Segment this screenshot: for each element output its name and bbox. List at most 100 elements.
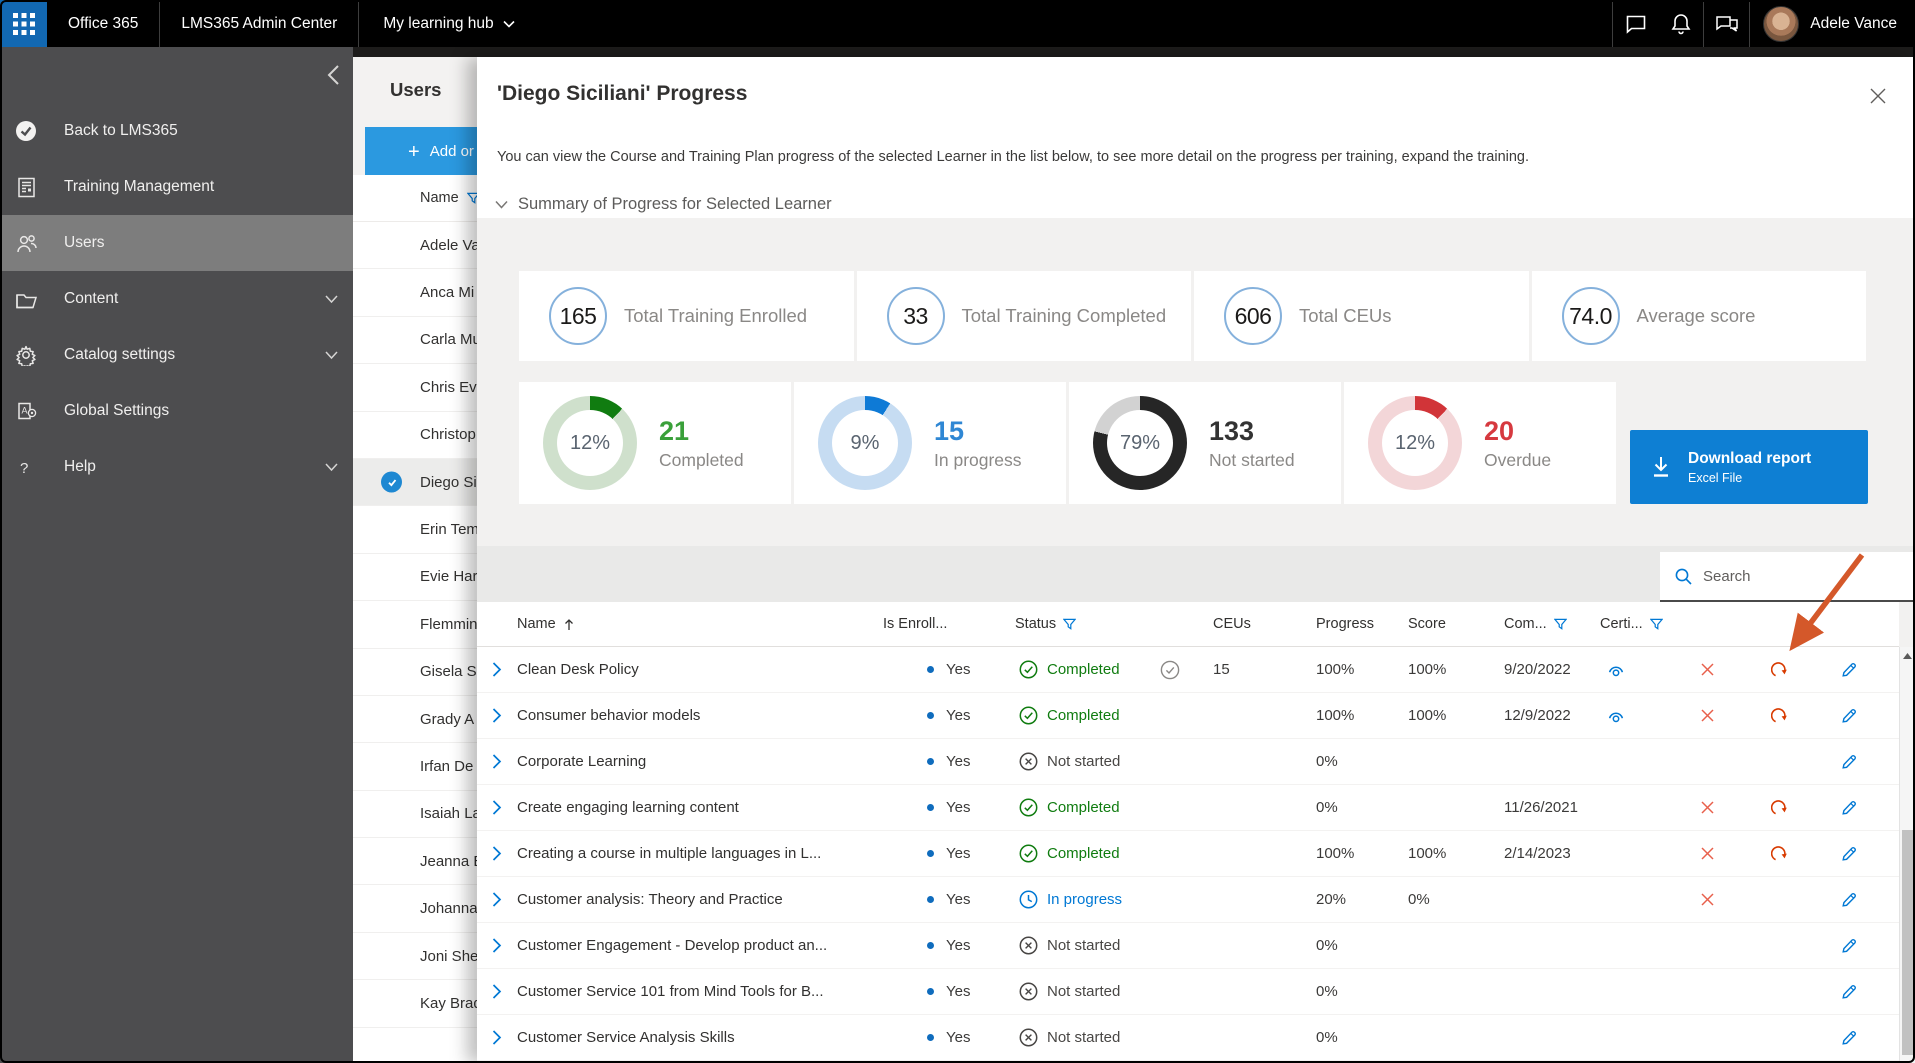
- notifications-button[interactable]: [1658, 0, 1703, 47]
- column-header-score[interactable]: Score: [1408, 616, 1446, 632]
- certificate-cell[interactable]: [1595, 708, 1670, 724]
- edit-button[interactable]: [1815, 707, 1882, 725]
- donut-percent: 12%: [569, 431, 611, 454]
- table-row[interactable]: Clean Desk Policy Yes Completed 15 100% …: [477, 647, 1899, 693]
- enrolled-dot-icon: [927, 804, 934, 811]
- column-header-ceus[interactable]: CEUs: [1213, 616, 1251, 632]
- reset-progress-button[interactable]: [1745, 845, 1815, 863]
- progress-cell: 100%: [1316, 845, 1355, 862]
- sidebar-collapse-button[interactable]: [327, 64, 340, 86]
- column-header-progress[interactable]: Progress: [1316, 616, 1375, 632]
- my-learning-hub-dropdown[interactable]: My learning hub: [359, 15, 538, 33]
- extra-check-icon: [1160, 660, 1180, 679]
- user-name-label: Gisela Sl: [420, 663, 481, 681]
- remove-enrollment-button[interactable]: [1670, 662, 1745, 677]
- row-expand-button[interactable]: [477, 662, 517, 677]
- download-report-button[interactable]: Download report Excel File: [1630, 430, 1868, 504]
- user-name-label: Erin Tem: [420, 521, 479, 539]
- status-cell: Completed: [1005, 798, 1145, 817]
- edit-button[interactable]: [1815, 753, 1882, 771]
- sidebar-item-users[interactable]: Users: [0, 215, 353, 271]
- table-row[interactable]: Consumer behavior models Yes Completed 1…: [477, 693, 1899, 739]
- funnel-icon: [1553, 618, 1567, 630]
- scrollbar-thumb[interactable]: [1902, 830, 1913, 1055]
- remove-enrollment-button[interactable]: [1670, 846, 1745, 861]
- table-row[interactable]: Corporate Learning Yes Not started 0%: [477, 739, 1899, 785]
- user-avatar[interactable]: [1763, 5, 1800, 42]
- feedback-button[interactable]: [1704, 0, 1749, 47]
- column-header-certificates[interactable]: Certi...: [1595, 616, 1670, 632]
- progress-cell: 0%: [1316, 937, 1338, 954]
- donut-chart: 79%: [1093, 396, 1187, 490]
- row-expand-button[interactable]: [477, 938, 517, 953]
- edit-button[interactable]: [1815, 845, 1882, 863]
- sidebar-item-global-settings[interactable]: A Global Settings: [0, 383, 353, 439]
- column-header-completed[interactable]: Com...: [1490, 616, 1595, 632]
- brand-office365[interactable]: Office 365: [68, 14, 139, 32]
- table-row[interactable]: Customer Service Analysis Skills Yes Not…: [477, 1015, 1899, 1061]
- row-expand-button[interactable]: [477, 708, 517, 723]
- dialog-close-button[interactable]: [1867, 85, 1889, 107]
- edit-button[interactable]: [1815, 661, 1882, 679]
- row-expand-button[interactable]: [477, 984, 517, 999]
- reset-progress-button[interactable]: [1745, 799, 1815, 817]
- user-name-label: Evie Har: [420, 568, 478, 586]
- reset-progress-button[interactable]: [1745, 661, 1815, 679]
- row-expand-button[interactable]: [477, 846, 517, 861]
- certificate-cell[interactable]: [1595, 662, 1670, 678]
- sidebar-item-help[interactable]: ? Help: [0, 439, 353, 495]
- search-box[interactable]: [1660, 552, 1915, 602]
- sidebar-item-label: Back to LMS365: [64, 122, 178, 139]
- table-row[interactable]: Customer Service 101 from Mind Tools for…: [477, 969, 1899, 1015]
- summary-toggle[interactable]: Summary of Progress for Selected Learner: [495, 195, 832, 214]
- edit-button[interactable]: [1815, 891, 1882, 909]
- table-header-row: Name Is Enroll... Status CEUs Progress S…: [477, 602, 1899, 647]
- donut-chart: 12%: [1368, 396, 1462, 490]
- stat-label: Total Training Enrolled: [624, 305, 808, 326]
- edit-button[interactable]: [1815, 983, 1882, 1001]
- column-header-enrolled[interactable]: Is Enroll...: [883, 616, 948, 632]
- stat-value: 606: [1224, 287, 1282, 345]
- vertical-scrollbar[interactable]: [1899, 647, 1915, 1063]
- row-expand-button[interactable]: [477, 1030, 517, 1045]
- chat-button[interactable]: [1613, 0, 1658, 47]
- app-launcher-waffle-icon[interactable]: [0, 0, 47, 47]
- row-expand-button[interactable]: [477, 800, 517, 815]
- table-row[interactable]: Creating a course in multiple languages …: [477, 831, 1899, 877]
- user-name[interactable]: Adele Vance: [1810, 14, 1897, 32]
- remove-enrollment-button[interactable]: [1670, 892, 1745, 907]
- sidebar-item-training-management[interactable]: Training Management: [0, 159, 353, 215]
- edit-button[interactable]: [1815, 799, 1882, 817]
- scroll-up-button[interactable]: [1900, 647, 1915, 664]
- remove-enrollment-button[interactable]: [1670, 800, 1745, 815]
- donut-label: Completed: [659, 449, 744, 470]
- row-expand-button[interactable]: [477, 892, 517, 907]
- sidebar-item-content[interactable]: Content: [0, 271, 353, 327]
- row-expand-button[interactable]: [477, 754, 517, 769]
- stat-label: Total Training Completed: [961, 305, 1167, 326]
- column-header-name[interactable]: Name: [517, 616, 883, 632]
- progress-cell: 20%: [1316, 891, 1347, 908]
- topbar-divider: [159, 0, 161, 47]
- search-input[interactable]: [1703, 567, 1883, 585]
- table-row[interactable]: Create engaging learning content Yes Com…: [477, 785, 1899, 831]
- reset-progress-button[interactable]: [1745, 707, 1815, 725]
- column-header-status[interactable]: Status: [1005, 616, 1145, 632]
- sidebar-item-back-to-lms365[interactable]: Back to LMS365: [0, 103, 353, 159]
- table-row[interactable]: Customer Engagement - Develop product an…: [477, 923, 1899, 969]
- summary-label: Summary of Progress for Selected Learner: [518, 195, 832, 213]
- chevron-right-icon: [492, 846, 502, 861]
- training-name: Create engaging learning content: [517, 799, 739, 816]
- refresh-icon: [1771, 707, 1787, 722]
- sidebar-item-label: Training Management: [64, 178, 215, 195]
- edit-button[interactable]: [1815, 1029, 1882, 1047]
- remove-enrollment-button[interactable]: [1670, 708, 1745, 723]
- training-icon: [17, 177, 35, 197]
- sidebar-item-catalog-settings[interactable]: Catalog settings: [0, 327, 353, 383]
- completed-date-cell: 9/20/2022: [1504, 661, 1571, 678]
- table-row[interactable]: Customer analysis: Theory and Practice Y…: [477, 877, 1899, 923]
- edit-icon: [1841, 800, 1856, 815]
- app-title[interactable]: LMS365 Admin Center: [181, 14, 338, 32]
- edit-button[interactable]: [1815, 937, 1882, 955]
- progress-cell: 0%: [1316, 983, 1338, 1000]
